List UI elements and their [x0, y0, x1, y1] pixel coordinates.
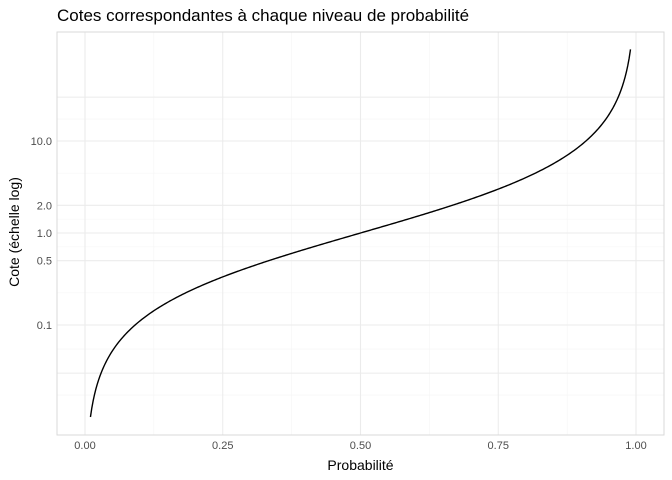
y-tick-label: 1.0 [37, 228, 52, 240]
y-tick-label: 0.1 [37, 320, 52, 332]
x-tick-label: 0.50 [350, 440, 371, 452]
panel-border [56, 31, 665, 436]
odds-curve [89, 49, 632, 418]
y-tick-label: 10.0 [31, 136, 52, 148]
y-axis-title: Cote (échelle log) [6, 177, 22, 287]
plot-panel [56, 31, 665, 436]
y-tick-label: 0.5 [37, 256, 52, 268]
x-tick-label: 1.00 [625, 440, 646, 452]
x-tick-label: 0.75 [488, 440, 509, 452]
x-tick-label: 0.25 [212, 440, 233, 452]
y-tick-label: 2.0 [37, 200, 52, 212]
x-tick-label: 0.00 [74, 440, 95, 452]
x-axis-title: Probabilité [327, 457, 393, 473]
chart-title: Cotes correspondantes à chaque niveau de… [57, 6, 469, 25]
